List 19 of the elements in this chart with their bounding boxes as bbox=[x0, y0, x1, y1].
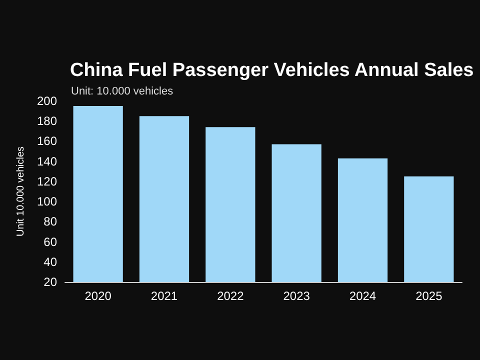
y-tick-label: 120 bbox=[36, 174, 58, 188]
y-tick-label: 80 bbox=[44, 214, 58, 229]
y-tick-label: 60 bbox=[44, 234, 58, 249]
chart-title: China Fuel Passenger Vehicles Annual Sales bbox=[70, 60, 474, 81]
y-tick-label: 100 bbox=[36, 194, 58, 209]
x-tick-label: 2021 bbox=[150, 289, 178, 303]
y-tick-label: 180 bbox=[36, 114, 58, 128]
y-tick-label: 20 bbox=[44, 275, 58, 289]
y-axis-title: Unit 10.000 vehicles bbox=[16, 146, 27, 237]
y-tick-label: 140 bbox=[36, 154, 58, 168]
chart-subtitle: Unit: 10.000 vehicles bbox=[71, 86, 174, 98]
y-tick-label: 160 bbox=[36, 134, 58, 148]
x-tick-label: 2023 bbox=[283, 289, 310, 303]
x-tick-label: 2024 bbox=[349, 289, 376, 303]
x-tick-label: 2022 bbox=[217, 289, 244, 303]
x-tick-label: 2020 bbox=[84, 289, 112, 303]
x-tick-label: 2025 bbox=[416, 289, 443, 303]
y-tick-label: 40 bbox=[44, 254, 58, 269]
y-tick-label: 200 bbox=[36, 94, 58, 108]
